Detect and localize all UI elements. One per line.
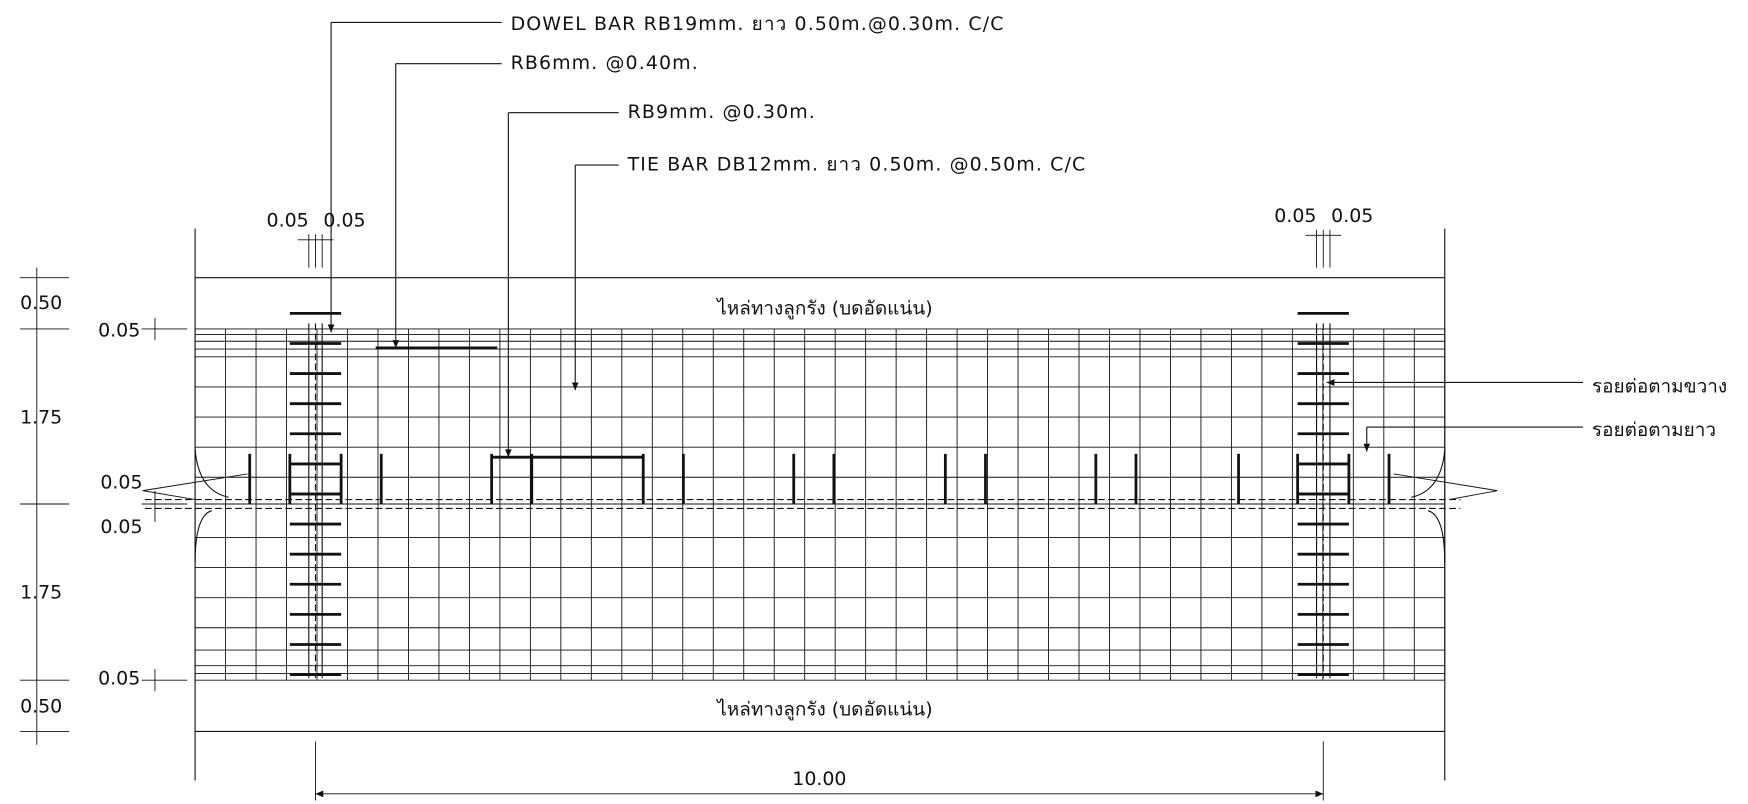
arrow <box>1363 444 1370 452</box>
callout: DOWEL BAR RB19mm. ยาว 0.50m.@0.30m. C/C <box>511 13 1005 35</box>
dim-label: 1.75 <box>20 407 62 429</box>
arrow <box>1327 379 1335 386</box>
callout: TIE BAR DB12mm. ยาว 0.50m. @0.50m. C/C <box>627 154 1087 176</box>
arrow <box>1315 791 1323 798</box>
dim-label: 0.05 <box>98 668 140 690</box>
geometry <box>20 22 1583 800</box>
dim-label: 1.75 <box>20 582 62 604</box>
arrow <box>328 325 335 333</box>
break-line <box>143 474 1497 500</box>
dim-label: 10.00 <box>792 768 846 790</box>
shoulder-label: ไหล่ทางลูกรัง (บดอัดแน่น) <box>715 297 932 319</box>
joint-label: รอยต่อตามยาว <box>1592 419 1716 441</box>
drawing: DOWEL BAR RB19mm. ยาว 0.50m.@0.30m. C/C … <box>0 0 1748 804</box>
dim-label: 0.05 <box>1331 205 1373 227</box>
dim-label: 0.05 <box>100 471 142 493</box>
dim-label: 0.05 <box>267 209 309 231</box>
dim-label: 0.05 <box>1274 205 1316 227</box>
callout: RB6mm. @0.40m. <box>511 52 699 74</box>
arrow <box>315 791 323 798</box>
dim-label: 0.50 <box>20 695 62 717</box>
callout: RB9mm. @0.30m. <box>628 101 816 123</box>
arrow <box>572 382 579 390</box>
joint-label: รอยต่อตามขวาง <box>1592 375 1727 397</box>
shoulder-label: ไหล่ทางลูกรัง (บดอัดแน่น) <box>715 699 932 721</box>
dim-label: 0.05 <box>98 320 140 342</box>
dim-label: 0.05 <box>323 209 365 231</box>
dim-label: 0.50 <box>20 292 62 314</box>
dim-label: 0.05 <box>100 516 142 538</box>
